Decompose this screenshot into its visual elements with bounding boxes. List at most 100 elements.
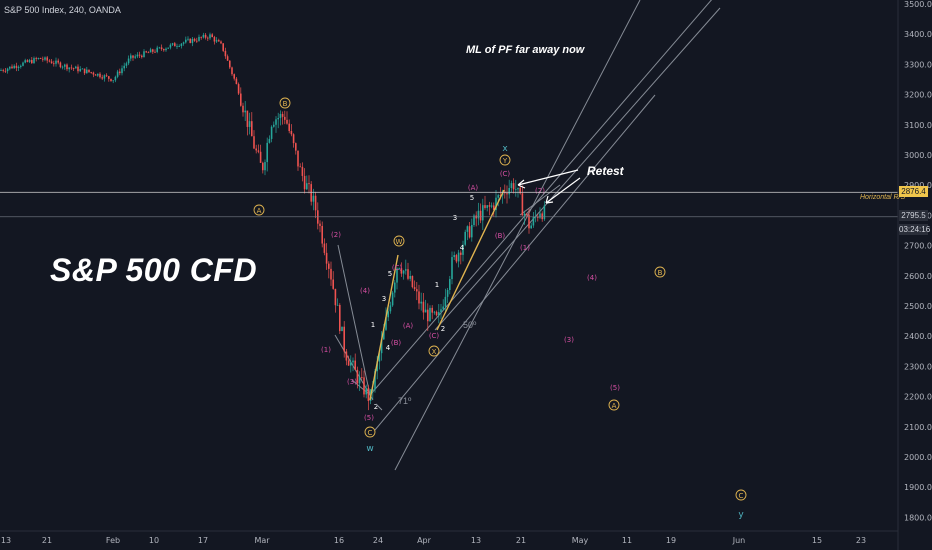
candle-body bbox=[541, 213, 543, 220]
wave-label-pink: (3) bbox=[347, 378, 357, 386]
candle-body bbox=[189, 38, 191, 43]
candle-body bbox=[405, 269, 407, 271]
candle-body bbox=[59, 62, 62, 68]
candle-body bbox=[231, 67, 233, 75]
candle-body bbox=[149, 49, 152, 53]
wave-label-pink: (2) bbox=[331, 231, 341, 239]
candle-body bbox=[396, 268, 398, 283]
wave-label-white: 4 bbox=[460, 244, 465, 252]
candle-body bbox=[68, 67, 70, 70]
candle-body bbox=[460, 252, 462, 255]
candle-body bbox=[455, 255, 458, 262]
time-tick-label: Jun bbox=[732, 536, 746, 545]
time-tick-label: 15 bbox=[812, 536, 822, 545]
candle-body bbox=[389, 305, 392, 312]
candle-body bbox=[79, 69, 81, 72]
candle-body bbox=[479, 210, 482, 221]
price-tick-label: 2700.0 bbox=[904, 242, 932, 251]
time-tick-label: 19 bbox=[666, 536, 676, 545]
candle-body bbox=[134, 56, 136, 58]
price-tick-label: 1900.0 bbox=[904, 483, 932, 492]
candle-body bbox=[158, 47, 161, 49]
candle-body bbox=[523, 213, 526, 216]
candle-body bbox=[442, 306, 444, 310]
candle-body bbox=[141, 55, 143, 58]
candle-body bbox=[365, 387, 367, 395]
wave-label-pink: (B) bbox=[495, 232, 506, 240]
candle-body bbox=[537, 216, 539, 218]
candle-body bbox=[163, 49, 165, 51]
candle-body bbox=[81, 68, 84, 70]
candle-body bbox=[345, 351, 348, 361]
wave-label-circled bbox=[279, 97, 291, 109]
candle-body bbox=[97, 73, 99, 76]
candle-body bbox=[156, 47, 158, 52]
candle-body bbox=[444, 296, 447, 307]
candle-body bbox=[493, 205, 495, 210]
time-tick-label: 13 bbox=[1, 536, 11, 545]
note-ml-pf: ML of PF far away now bbox=[466, 44, 585, 56]
wave-label-pink: (C) bbox=[392, 264, 403, 272]
candle-body bbox=[213, 37, 216, 42]
candle-body bbox=[295, 143, 297, 151]
price-tick-label: 2600.0 bbox=[904, 272, 932, 281]
price-tick-label: 2400.0 bbox=[904, 332, 932, 341]
candle-body bbox=[312, 195, 315, 202]
candle-body bbox=[147, 52, 150, 54]
candle-body bbox=[372, 389, 374, 390]
candle-body bbox=[277, 117, 279, 120]
candle-body bbox=[308, 183, 310, 185]
candle-body bbox=[490, 205, 493, 207]
candle-body bbox=[182, 42, 185, 44]
candle-body bbox=[339, 304, 341, 332]
candle-body bbox=[433, 311, 436, 313]
candle-body bbox=[530, 225, 532, 229]
time-tick-label: 23 bbox=[856, 536, 866, 545]
candle-body bbox=[218, 40, 220, 42]
wave-label-circled-text: B bbox=[283, 100, 288, 108]
candle-body bbox=[123, 65, 125, 69]
candle-body bbox=[138, 54, 141, 56]
candle-body bbox=[521, 193, 524, 216]
time-tick-label: 21 bbox=[516, 536, 526, 545]
candle-body bbox=[332, 279, 334, 289]
time-tick-label: 21 bbox=[42, 536, 52, 545]
candle-body bbox=[33, 58, 35, 64]
candle-body bbox=[222, 43, 224, 51]
candle-body bbox=[391, 292, 394, 306]
candle-body bbox=[266, 142, 268, 163]
candle-body bbox=[187, 38, 189, 40]
candle-body bbox=[539, 213, 541, 218]
time-tick-label: Mar bbox=[254, 536, 270, 545]
wave-label-pink: (C) bbox=[429, 332, 440, 340]
candle-body bbox=[354, 360, 356, 370]
candle-body bbox=[240, 93, 242, 106]
candle-body bbox=[526, 213, 528, 215]
candle-body bbox=[248, 121, 251, 127]
wave-label-white: 3 bbox=[453, 214, 457, 222]
chart-big-title: S&P 500 CFD bbox=[50, 252, 258, 288]
candle-body bbox=[207, 37, 209, 39]
candle-body bbox=[284, 116, 286, 120]
time-tick-label: Apr bbox=[417, 536, 432, 545]
wave-label-circled-text: B bbox=[658, 269, 663, 277]
candle-body bbox=[105, 75, 108, 77]
candle-body bbox=[477, 210, 480, 219]
candle-body bbox=[50, 61, 53, 64]
angle-50-label: 50º bbox=[463, 320, 477, 330]
candle-body bbox=[343, 326, 345, 352]
candle-body bbox=[191, 38, 194, 43]
candle-body bbox=[484, 205, 486, 208]
candle-body bbox=[466, 226, 469, 232]
wave-label-circled bbox=[735, 489, 747, 501]
candle-body bbox=[532, 216, 535, 226]
candle-body bbox=[517, 187, 519, 190]
candle-body bbox=[220, 41, 222, 44]
candle-body bbox=[334, 288, 337, 306]
candle-body bbox=[198, 36, 200, 41]
candle-body bbox=[301, 166, 304, 176]
time-tick-label: 17 bbox=[198, 536, 208, 545]
candle-body bbox=[119, 71, 121, 74]
